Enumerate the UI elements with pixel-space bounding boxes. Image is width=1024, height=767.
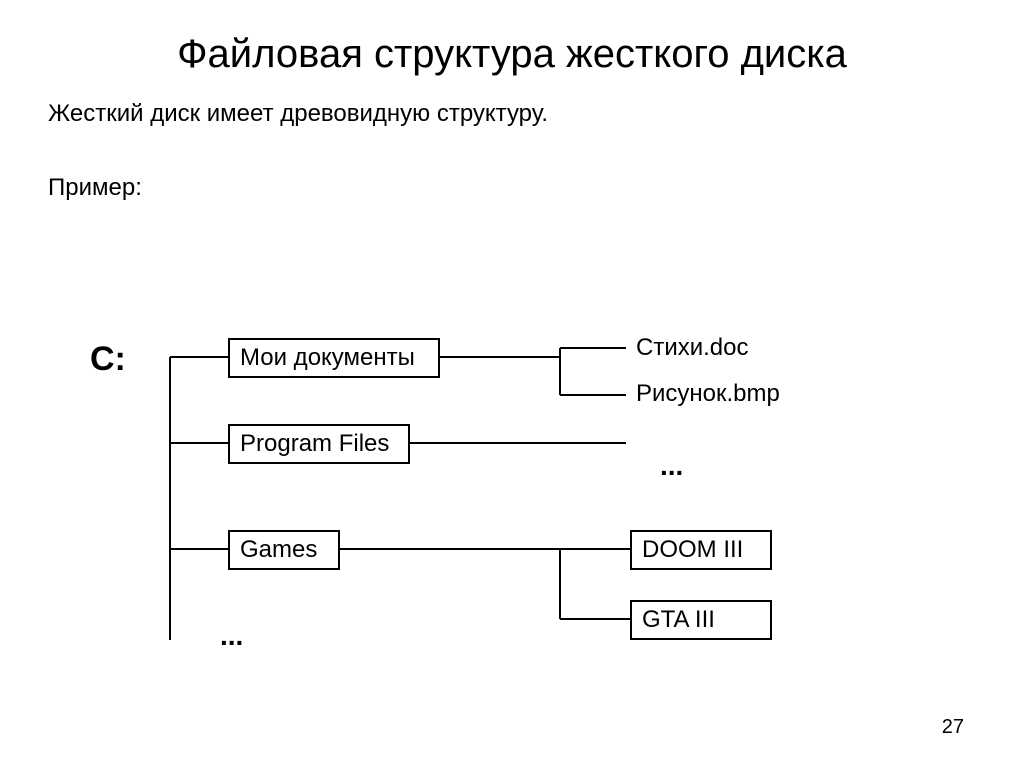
ellipsis-drive-children: ...: [220, 620, 243, 652]
drive-c-label: С:: [90, 340, 126, 379]
file-image-bmp: Рисунок.bmp: [636, 380, 780, 408]
tree-connector-lines: [0, 0, 1024, 767]
folder-games: Games: [228, 530, 340, 570]
ellipsis-program-files: ...: [660, 450, 683, 482]
page-number: 27: [942, 716, 964, 739]
game-gta-iii: GTA III: [630, 600, 772, 640]
game-doom-iii: DOOM III: [630, 530, 772, 570]
file-poem-doc: Стихи.doc: [636, 334, 749, 362]
file-tree-diagram: С: Мои документы Program Files Games Сти…: [0, 0, 1024, 767]
folder-my-documents: Мои документы: [228, 338, 440, 378]
folder-program-files: Program Files: [228, 424, 410, 464]
